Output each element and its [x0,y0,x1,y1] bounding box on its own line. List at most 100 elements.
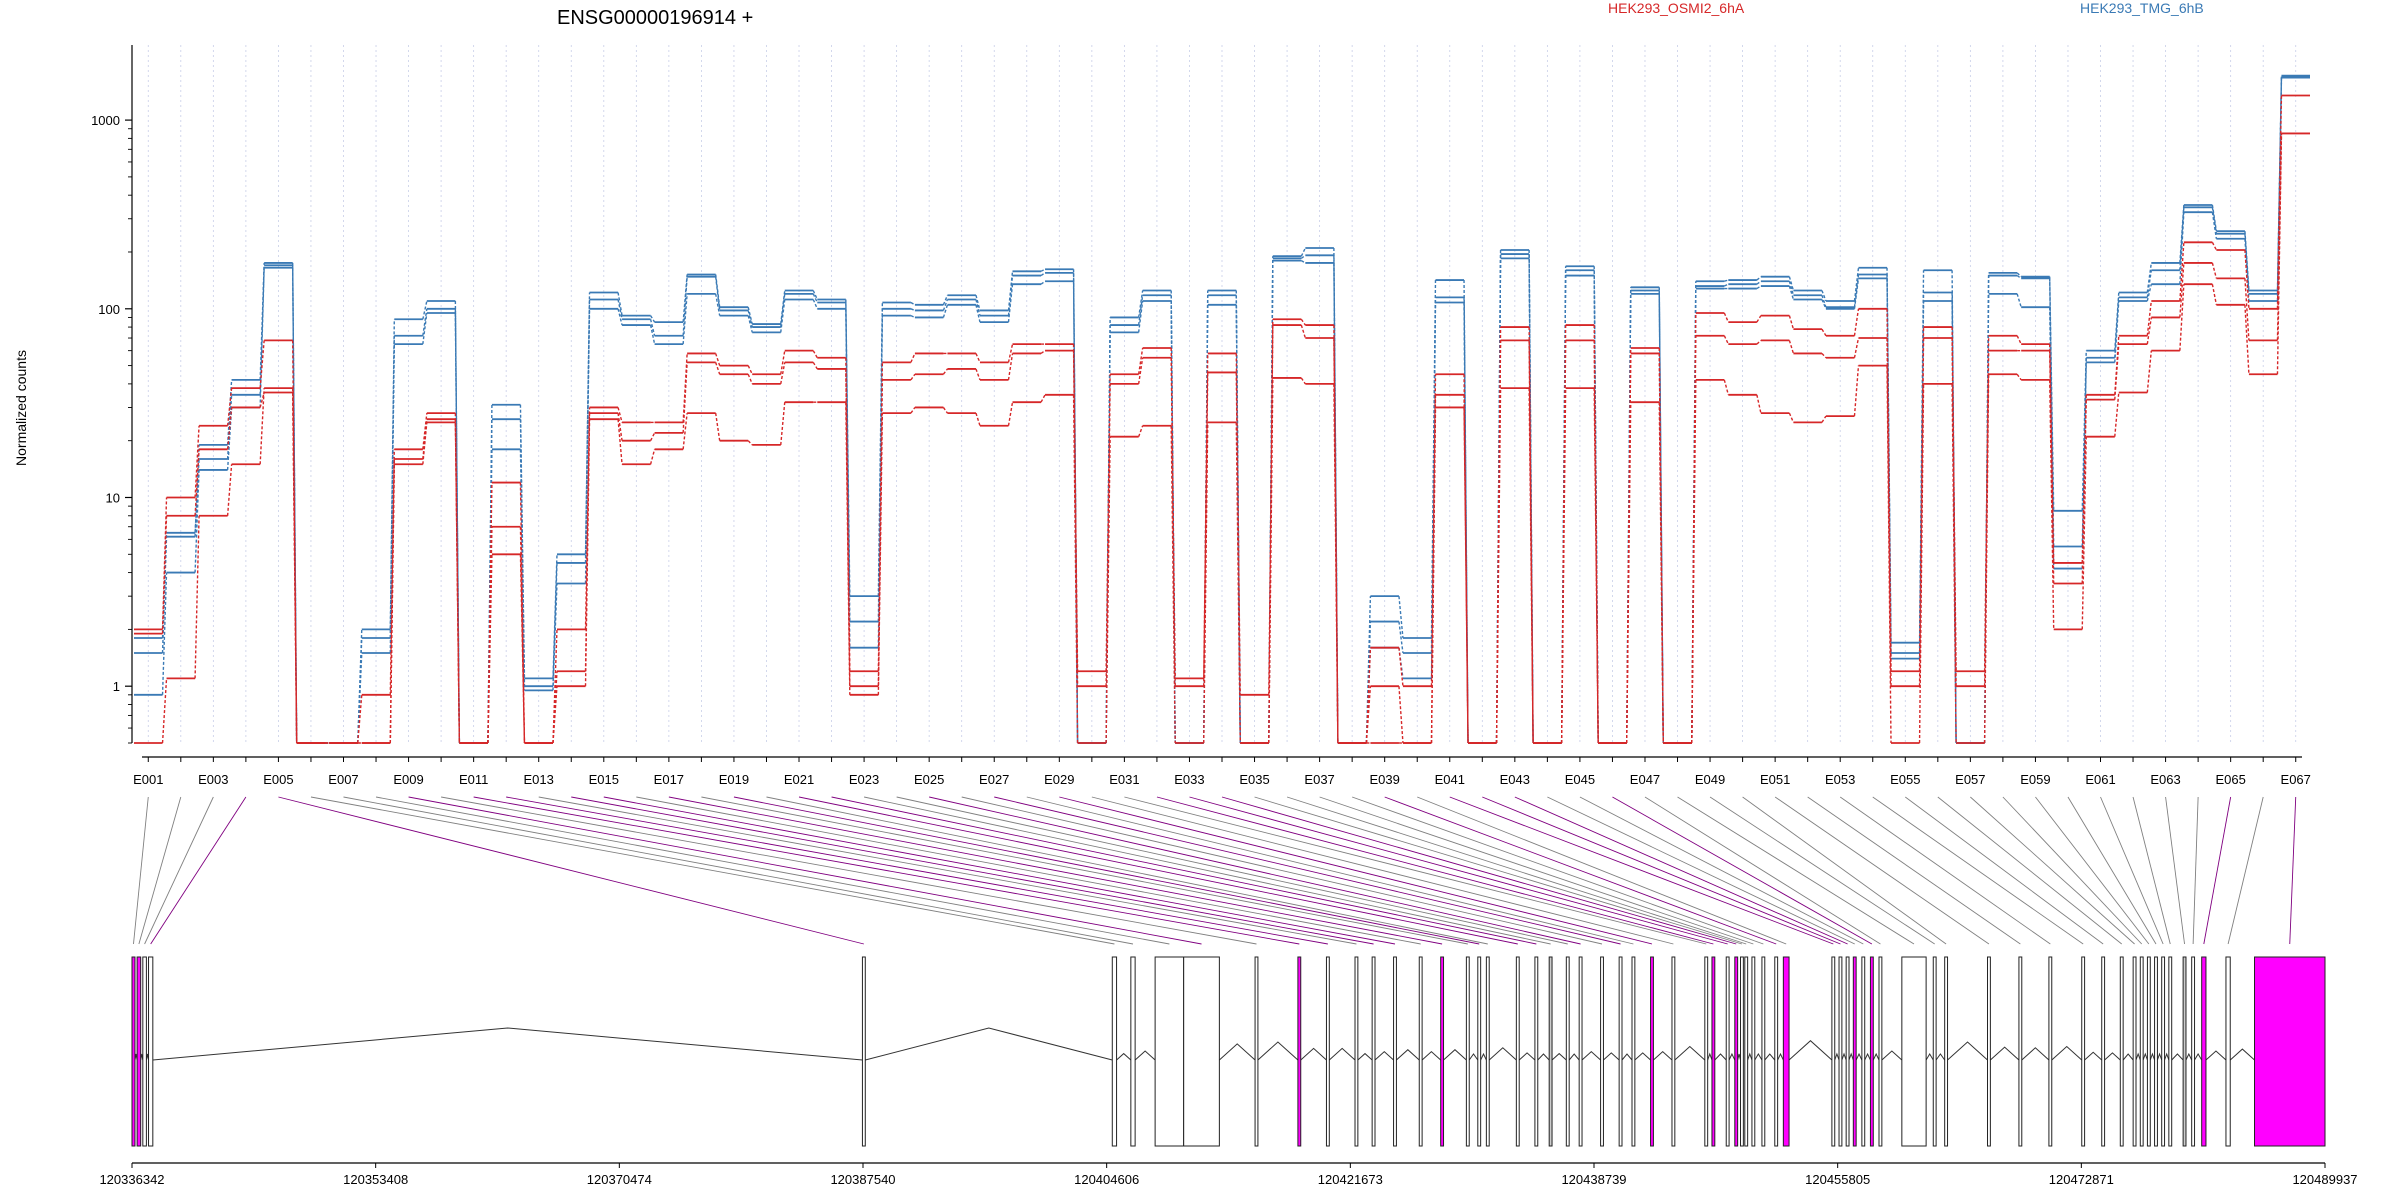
exon-connector [1156,796,1714,945]
series-connector [454,419,461,744]
exon-connector [150,796,247,945]
series-6 [134,132,2310,744]
series-connector [259,388,265,465]
intron [2171,1053,2184,1061]
series-connector [194,425,200,498]
intron [1864,1052,1871,1061]
series-connector [2081,399,2087,584]
intron [1634,1052,1651,1061]
series-connector [975,304,981,323]
x-tick-label: E061 [2085,772,2115,787]
series-connector [1723,379,1730,396]
series-connector [910,373,916,381]
intron [1581,1050,1601,1061]
exon-box [2225,956,2231,1147]
x-tick-label: E063 [2150,772,2180,787]
series-connector [1951,338,1957,687]
x-tick-label: E035 [1239,772,1269,787]
series-connector [1300,254,1306,259]
exon-box [2139,956,2144,1147]
series-connector [1691,379,1697,744]
series-connector [1040,350,1046,355]
exon-box [1631,956,1636,1147]
series-connector [910,301,916,306]
intron [2149,1052,2156,1061]
exon-connector [408,796,1202,945]
intron [1480,1052,1487,1061]
exon-box [1618,956,1623,1147]
series-connector [617,407,623,423]
series-connector [1040,272,1046,277]
series-connector [1007,353,1014,380]
series-connector [2146,262,2153,293]
exon-connector [1286,796,1747,945]
exon-connector [144,796,214,945]
intron [2205,1050,2227,1061]
exon-box [861,956,866,1147]
exon-box [1565,956,1570,1147]
series-connector [975,299,981,316]
series-connector [1788,276,1795,291]
series-connector [2081,436,2087,630]
exon-connector [831,796,1537,945]
exon-box [2018,956,2023,1147]
intron [1714,1053,1727,1061]
series-connector [1788,285,1795,300]
series-connector [747,307,753,325]
x-tick-label: E015 [589,772,619,787]
series-connector [454,422,461,744]
exon-box [1852,956,1857,1147]
series-connector [1691,286,1697,744]
x-tick-label: E011 [459,772,488,787]
series-connector [226,407,233,450]
exon-connector [994,796,1621,945]
exon-box [2154,956,2158,1147]
series-connector [2016,293,2022,308]
exon-box [1440,956,1445,1147]
exon-box [1774,956,1779,1147]
series-connector [1495,388,1502,744]
intron [1603,1052,1620,1061]
exon-connector [603,796,1396,945]
intron [1990,1046,2020,1061]
exon-box [1704,956,1709,1147]
series-connector [422,312,428,345]
series-connector [1853,267,1860,302]
series-connector [259,265,265,380]
series-connector [291,388,298,744]
intron [1116,1052,1132,1061]
x-tick-label: E025 [914,772,944,787]
x-tick-label: E047 [1630,772,1660,787]
exon-box [1111,956,1118,1147]
intron [1872,1052,1880,1061]
intron [1300,1047,1327,1061]
series-connector [1658,402,1664,744]
genome-tick-label: 120455805 [1805,1172,1870,1187]
series-connector [1788,412,1795,423]
series-connector [1756,315,1762,323]
series-connector [714,413,721,441]
exon-connector [538,796,1357,945]
intron [2104,1052,2121,1061]
series-connector [1821,415,1827,423]
exon-connector [571,796,1374,945]
x-tick-label: E019 [719,772,749,787]
series-connector [1724,283,1729,287]
series-connector [780,402,786,445]
series-connector [1724,279,1729,282]
series-connector [812,290,818,300]
series-connector [1137,357,1144,384]
exon-connector [2002,796,2143,945]
intron [1841,1052,1847,1061]
series-connector [682,362,688,433]
intron [1855,1052,1863,1061]
genome-tick-label: 120438739 [1561,1172,1626,1187]
series-connector [2179,284,2185,351]
exon-box [1325,956,1330,1147]
exon-box [148,956,154,1147]
x-tick-label: E023 [849,772,879,787]
series-connector [1007,284,1014,323]
series-connector [682,293,688,345]
series-connector [910,314,916,319]
exon-connector [2203,796,2232,945]
